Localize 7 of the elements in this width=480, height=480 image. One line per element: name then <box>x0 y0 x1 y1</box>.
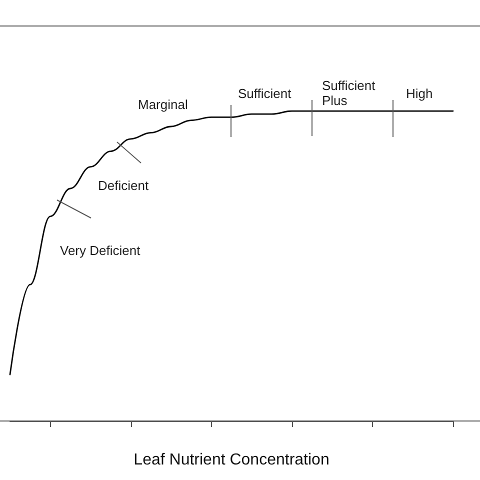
annotation: Marginal <box>138 97 188 112</box>
text: Sufficient Plus <box>322 78 376 108</box>
annotation: Very Deficient <box>60 243 141 258</box>
x-axis-title: Leaf Nutrient Concentration <box>134 452 330 468</box>
text: High <box>406 86 433 101</box>
annotation: Deficient <box>98 178 149 193</box>
text: Sufficient <box>238 86 292 101</box>
